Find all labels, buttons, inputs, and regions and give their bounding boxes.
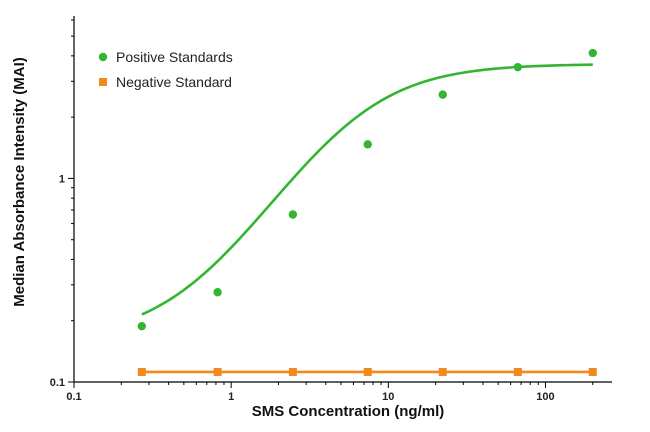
positive-data-point [363,140,372,149]
marks-layer [137,48,597,376]
x-tick-label: 10 [382,391,394,403]
negative-data-point [438,367,447,376]
negative-data-point [137,367,146,376]
y-tick-label: 1 [59,173,65,185]
negative-data-point [513,367,522,376]
legend-label: Positive Standards [116,49,233,65]
x-tick-label: 0.1 [66,391,81,403]
positive-data-point [137,321,146,331]
positive-data-point [513,62,523,72]
x-tick-label: 100 [536,391,554,403]
legend-marker-negative [99,78,107,86]
negative-data-point [288,367,297,376]
fit-layer [141,63,593,374]
positive-data-point [213,288,222,297]
legend: Positive Standards Negative Standard [98,49,233,90]
x-tick-label: 1 [228,391,234,403]
positive-data-point [288,210,298,219]
x-axis-title: SMS Concentration (ng/ml) [252,403,445,420]
positive-data-point [588,48,597,58]
positive-fit-curve [141,63,593,316]
positive-data-point [438,90,447,99]
legend-marker-positive [98,52,108,62]
legend-label: Negative Standard [116,74,232,90]
y-tick-label: 0.1 [50,377,65,389]
axes-layer: 0.1 1 10 100 0.1 1 [50,16,612,403]
negative-data-point [588,367,597,376]
negative-data-point [363,367,372,376]
y-axis-title: Median Absorbance Intensity (MAI) [11,57,28,306]
negative-data-point [213,367,222,376]
